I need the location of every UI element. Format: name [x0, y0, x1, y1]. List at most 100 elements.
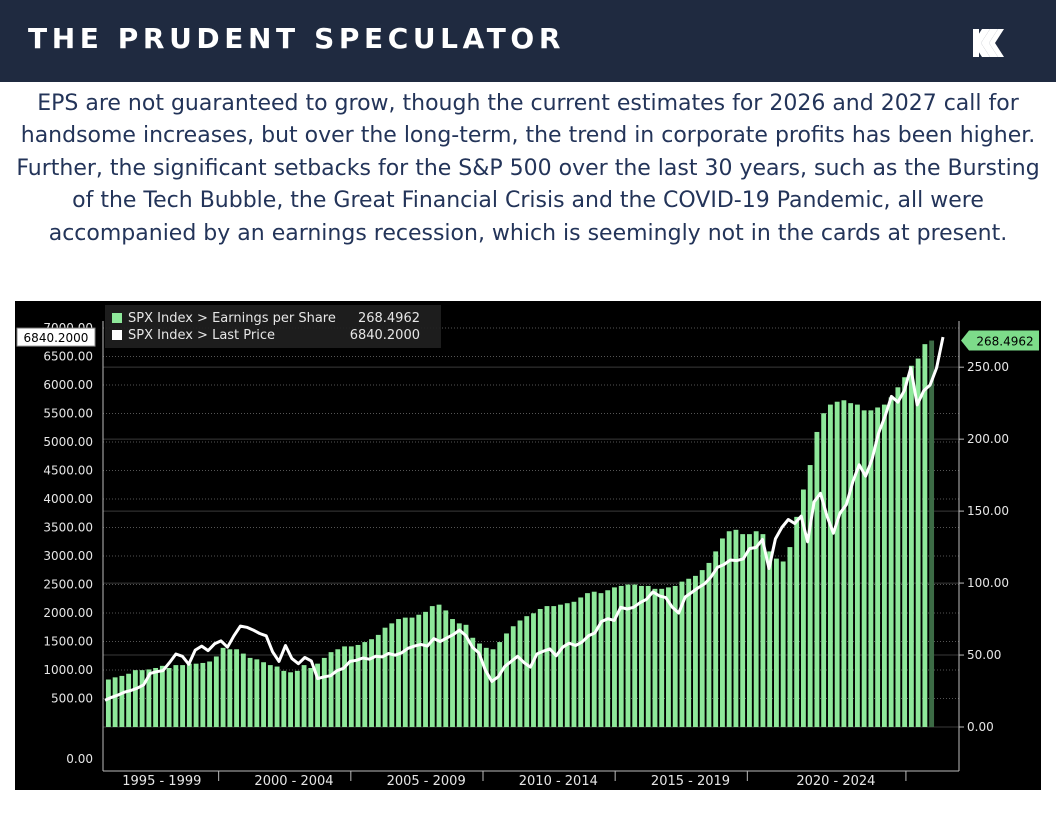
eps-bar — [402, 617, 408, 727]
legend-swatch-eps — [112, 313, 122, 323]
eps-bar — [409, 617, 415, 727]
eps-bar — [544, 606, 550, 727]
eps-bar — [537, 608, 543, 727]
eps-bar — [888, 397, 894, 727]
eps-bar — [578, 597, 584, 727]
eps-bar — [625, 584, 631, 727]
eps-bar — [821, 413, 827, 727]
price-line — [104, 336, 945, 702]
left-tick-label: 4000.00 — [43, 492, 93, 506]
eps-bar — [321, 657, 327, 727]
eps-bar — [288, 672, 293, 727]
eps-bar — [814, 431, 820, 727]
x-period-label: 1995 - 1999 — [122, 774, 201, 789]
eps-bar — [247, 657, 253, 727]
eps-bar — [429, 606, 435, 727]
eps-bar — [227, 649, 233, 727]
eps-bar — [504, 633, 509, 727]
eps-bar — [436, 604, 442, 727]
eps-bar — [693, 575, 698, 727]
eps-bar — [254, 659, 260, 727]
eps-bar — [726, 531, 732, 727]
eps-bar — [348, 646, 354, 727]
eps-bar — [929, 340, 935, 727]
eps-bar — [773, 558, 779, 727]
eps-bar — [119, 675, 125, 727]
eps-bar — [396, 619, 401, 727]
eps-bar — [524, 616, 530, 727]
right-tick-label: 100.00 — [967, 576, 1009, 590]
eps-bar — [713, 551, 719, 727]
left-tick-label: 2000.00 — [43, 606, 93, 620]
eps-bar — [753, 531, 759, 727]
left-tick-label: 0.00 — [66, 752, 93, 766]
eps-bar — [389, 623, 395, 727]
eps-bar — [531, 613, 536, 727]
eps-bar — [854, 404, 860, 727]
eps-bar — [908, 365, 914, 727]
eps-bar — [794, 516, 800, 727]
eps-vs-price-chart: 0.00 500.00 1000.00 1500.00 2000.00 2500.00 30… — [15, 301, 1041, 790]
x-period-label: 2000 - 2004 — [254, 774, 333, 789]
left-tick-label: 5000.00 — [43, 435, 93, 449]
eps-bar — [841, 400, 847, 727]
last-eps-value: 268.4962 — [976, 335, 1033, 349]
eps-bar — [497, 642, 503, 727]
eps-bar — [645, 585, 651, 727]
left-tick-label: 1000.00 — [43, 663, 93, 677]
eps-bar — [186, 663, 192, 727]
eps-bar — [861, 410, 867, 727]
right-tick-label: 0.00 — [967, 720, 994, 734]
right-tick-label: 200.00 — [967, 432, 1009, 446]
eps-bar — [706, 562, 712, 727]
eps-bar — [193, 663, 199, 727]
eps-bar — [585, 593, 590, 727]
eps-bar — [180, 665, 186, 727]
eps-bar — [207, 661, 213, 727]
eps-bar — [612, 587, 617, 727]
eps-bar — [159, 665, 165, 727]
eps-bar — [881, 404, 887, 727]
left-tick-label: 5500.00 — [43, 407, 93, 421]
tps-k-logo-icon — [973, 29, 1004, 57]
eps-bar — [571, 601, 577, 727]
eps-bar — [807, 465, 813, 727]
eps-bar — [605, 590, 611, 727]
eps-bar — [301, 665, 307, 727]
eps-bar — [105, 679, 111, 727]
left-tick-label: 500.00 — [51, 692, 93, 706]
eps-bar — [740, 534, 746, 727]
eps-bar — [375, 634, 381, 727]
eps-bar — [173, 665, 179, 727]
eps-bar — [355, 644, 361, 727]
legend-label-price: SPX Index > Last Price — [128, 328, 275, 343]
eps-bar — [470, 637, 476, 727]
eps-bar — [450, 619, 455, 727]
eps-bar — [490, 649, 496, 727]
x-period-label: 2010 - 2014 — [519, 774, 598, 789]
x-period-label: 2015 - 2019 — [651, 774, 730, 789]
eps-bar — [261, 662, 267, 727]
eps-bar — [369, 639, 374, 727]
left-tick-label: 4500.00 — [43, 464, 93, 478]
eps-bar — [213, 656, 219, 727]
eps-bar — [827, 404, 833, 727]
eps-bar — [915, 358, 921, 727]
eps-bar — [868, 410, 874, 727]
eps-bar — [315, 663, 320, 727]
left-tick-label: 6500.00 — [43, 350, 93, 364]
eps-bar — [200, 662, 206, 727]
eps-bar — [139, 670, 145, 727]
eps-bar — [342, 646, 347, 727]
eps-bar — [747, 534, 752, 727]
eps-bar — [895, 387, 901, 727]
eps-bar — [423, 611, 428, 727]
page-header: THE PRUDENT SPECULATOR — [0, 0, 1056, 82]
eps-bar — [720, 538, 725, 727]
eps-bar — [267, 665, 273, 727]
eps-bar — [632, 584, 638, 727]
eps-bar — [240, 653, 246, 727]
right-tick-label: 150.00 — [967, 504, 1009, 518]
eps-bar — [834, 401, 840, 727]
eps-bar — [510, 626, 516, 727]
